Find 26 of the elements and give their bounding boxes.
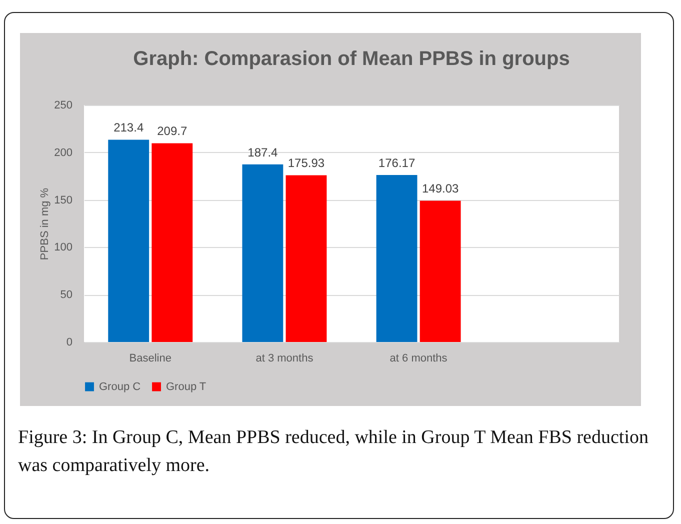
data-label: 149.03 (422, 182, 459, 196)
bar (376, 174, 418, 342)
bar (242, 164, 284, 342)
y-tick-label: 100 (54, 242, 72, 254)
y-tick-label: 200 (54, 146, 72, 159)
chart-title: Graph: Comparasion of Mean PPBS in groups (133, 48, 570, 70)
x-tick-label: Baseline (129, 352, 172, 364)
caption: Figure 3: In Group C, Mean PPBS reduced, while in Group T Mean FBS reduction was comparatively more. (18, 426, 650, 478)
y-tick-label: 150 (54, 194, 72, 206)
y-axis-title: PPBS in mg % (39, 188, 52, 260)
data-label: 209.7 (157, 124, 188, 138)
bar (420, 200, 461, 342)
data-label: 187.4 (248, 145, 278, 160)
y-tick-label: 0 (66, 336, 72, 348)
legend-label: Group C (99, 380, 141, 393)
bar (152, 143, 193, 342)
y-tick-label: 250 (54, 100, 72, 112)
y-tick-label: 50 (60, 289, 72, 302)
x-tick-label: at 3 months (256, 352, 314, 364)
bar (286, 175, 327, 342)
bar (108, 140, 150, 342)
legend-label: Group T (166, 380, 206, 393)
x-tick-label: at 6 months (390, 352, 448, 364)
data-label: 213.4 (114, 120, 144, 135)
data-label: 175.93 (288, 156, 325, 170)
data-label: 176.17 (378, 156, 416, 170)
